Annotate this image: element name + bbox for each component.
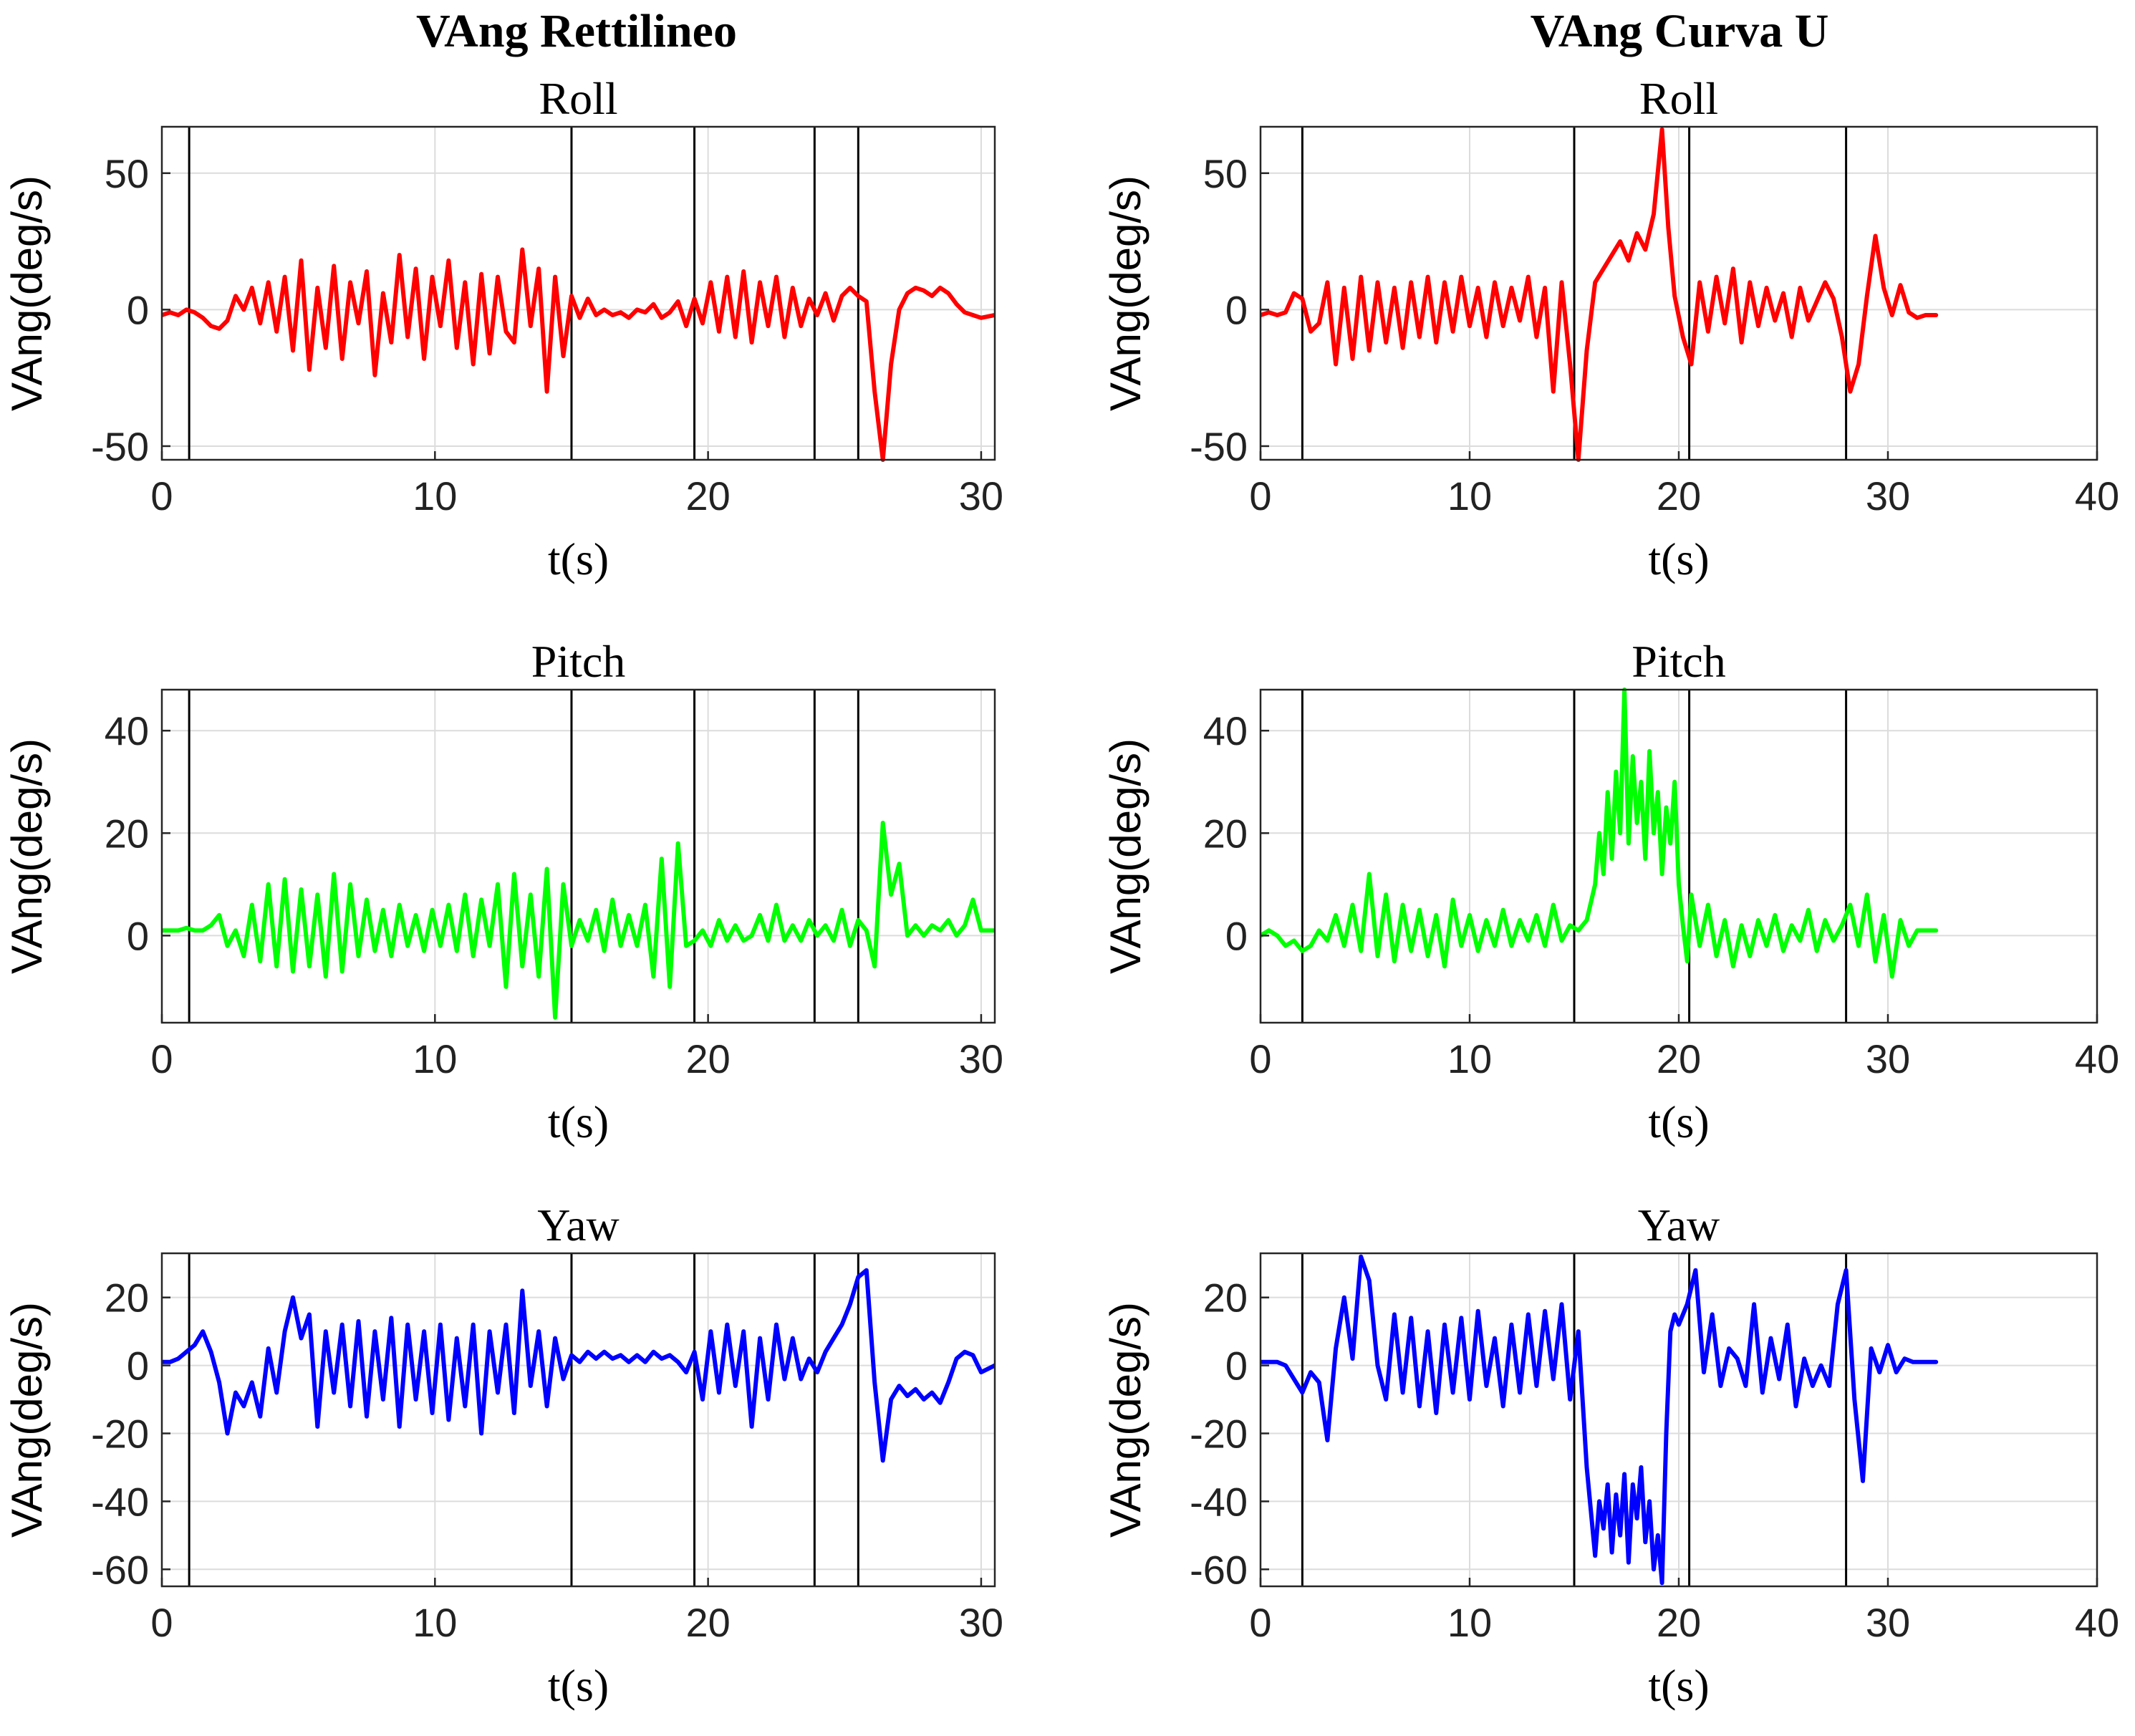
subplot-title: Roll (1639, 73, 1718, 124)
y-axis-label: VAng(deg/s) (3, 738, 51, 974)
y-axis-label: VAng(deg/s) (1102, 175, 1150, 411)
subplot-title: Roll (539, 73, 617, 124)
y-axis-label: VAng(deg/s) (1102, 1302, 1150, 1538)
x-tick-label: 0 (1249, 1036, 1271, 1081)
subplot-rettilineo-pitch: 0 10 20 30 0 20 40 Pitch t(s) VAng(deg/s) (3, 636, 1003, 1147)
x-tick-label: 20 (1657, 473, 1701, 519)
y-tick-label: -60 (91, 1547, 149, 1592)
x-tick-label: 20 (685, 1600, 730, 1645)
subplot-curva-u-yaw: 0 10 20 30 40 -60 -40 -20 0 20 Yaw t(s) VAng(deg/s) (1102, 1200, 2119, 1711)
x-tick-label: 10 (413, 473, 457, 519)
y-tick-label: 0 (1225, 1344, 1248, 1389)
y-tick-label: 0 (127, 1344, 149, 1389)
axes-box (160, 1252, 996, 1588)
x-axis-label: t(s) (548, 534, 609, 584)
y-tick-label: -60 (1190, 1547, 1248, 1592)
x-tick-label: 10 (1447, 1036, 1492, 1081)
x-axis-label: t(s) (1648, 1096, 1709, 1147)
y-tick-label: 0 (127, 287, 149, 332)
subplot-title: Yaw (1638, 1200, 1720, 1250)
y-tick-label: 50 (1203, 151, 1248, 196)
x-axis-label: t(s) (548, 1096, 609, 1147)
y-tick-label: 40 (105, 708, 149, 753)
x-tick-label: 30 (959, 1036, 1003, 1081)
plot-area (162, 690, 995, 1023)
y-tick-label: 40 (1203, 708, 1248, 753)
column-title-rettilineo: VAng Rettilineo (416, 5, 737, 57)
x-tick-label: 10 (413, 1600, 457, 1645)
x-axis-label: t(s) (1648, 1660, 1709, 1711)
y-tick-label: -20 (91, 1411, 149, 1456)
axes-box (160, 125, 996, 461)
x-tick-label: 40 (2075, 473, 2119, 519)
x-tick-label: 0 (150, 473, 173, 519)
y-axis-label: VAng(deg/s) (3, 1302, 51, 1538)
series-line-pitch (1261, 688, 1939, 979)
x-tick-label: 30 (959, 1600, 1003, 1645)
x-tick-label: 0 (1249, 473, 1271, 519)
y-tick-label: -20 (1190, 1411, 1248, 1456)
x-tick-label: 10 (1447, 1600, 1492, 1645)
y-tick-label: 20 (105, 1276, 149, 1321)
x-tick-label: 0 (150, 1036, 173, 1081)
y-tick-label: -50 (91, 424, 149, 469)
series-line-roll (162, 247, 995, 462)
y-axis-label: VAng(deg/s) (3, 175, 51, 411)
x-tick-label: 30 (1866, 1600, 1910, 1645)
subplot-title: Pitch (1632, 636, 1726, 687)
x-tick-label: 30 (1866, 1036, 1910, 1081)
x-tick-label: 20 (685, 473, 730, 519)
x-tick-label: 20 (1657, 1036, 1701, 1081)
axes-box (160, 688, 996, 1024)
y-tick-label: 20 (1203, 811, 1248, 856)
y-tick-label: 50 (105, 151, 149, 196)
x-tick-label: 0 (1249, 1600, 1271, 1645)
subplot-title: Yaw (537, 1200, 619, 1250)
x-tick-label: 10 (1447, 473, 1492, 519)
y-tick-label: 0 (127, 913, 149, 958)
x-tick-label: 40 (2075, 1036, 2119, 1081)
series-line-yaw (162, 1268, 995, 1463)
subplot-curva-u-pitch: 0 10 20 30 40 0 20 40 Pitch t(s) VAng(deg/s) (1102, 636, 2119, 1147)
y-tick-label: 0 (1225, 913, 1248, 958)
series-line-yaw (1261, 1254, 1939, 1586)
y-tick-label: 20 (105, 811, 149, 856)
y-tick-label: 20 (1203, 1276, 1248, 1321)
x-axis-label: t(s) (548, 1660, 609, 1711)
subplot-title: Pitch (531, 636, 626, 687)
x-axis-label: t(s) (1648, 534, 1709, 584)
x-tick-label: 30 (1866, 473, 1910, 519)
x-tick-label: 20 (1657, 1600, 1701, 1645)
column-title-curva-u: VAng Curva U (1531, 5, 1829, 57)
y-axis-label: VAng(deg/s) (1102, 738, 1150, 974)
y-tick-label: -40 (1190, 1479, 1248, 1524)
x-tick-label: 10 (413, 1036, 457, 1081)
x-tick-label: 0 (150, 1600, 173, 1645)
x-tick-label: 30 (959, 473, 1003, 519)
y-tick-label: -50 (1190, 424, 1248, 469)
y-tick-label: 0 (1225, 287, 1248, 332)
series-line-pitch (162, 821, 995, 1020)
y-tick-label: -40 (91, 1479, 149, 1524)
plot-area (162, 1253, 995, 1586)
subplot-rettilineo-yaw: 0 10 20 30 -60 -40 -20 0 20 Yaw t(s) VAng(deg/s) (3, 1200, 1003, 1711)
x-tick-label: 20 (685, 1036, 730, 1081)
x-tick-label: 40 (2075, 1600, 2119, 1645)
series-line-roll (1261, 127, 1939, 462)
